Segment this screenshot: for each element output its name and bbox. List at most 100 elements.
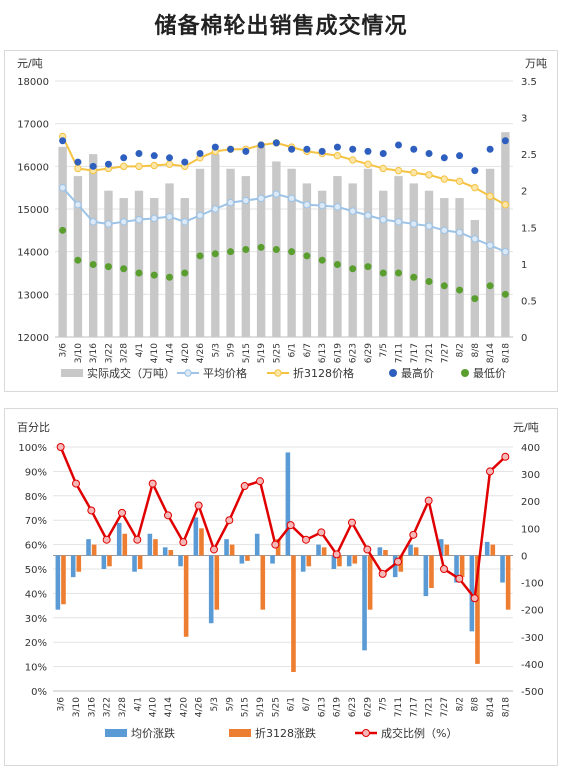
x-tick-label: 8/8 — [471, 343, 481, 358]
y-tick-label-left: 40% — [25, 589, 47, 600]
ratio-marker — [440, 565, 448, 573]
avg-change-bar — [377, 547, 383, 556]
change-ratio-chart: 百分比 元/吨 0% 10% 20% 30% 40% 50% 60% 70% 80% 90% 100… — [17, 421, 544, 740]
ratio-marker — [486, 467, 494, 476]
avg-price-marker — [410, 220, 418, 228]
y-axis-right-label: 万吨 — [525, 57, 547, 70]
grid — [53, 446, 513, 692]
y-tick-label-left: 14000 — [17, 248, 49, 259]
p3128-change-bar — [306, 555, 312, 567]
max-price-point — [135, 150, 143, 158]
avg-price-marker — [135, 215, 143, 224]
avg-change-bar — [70, 555, 76, 578]
min-price-point — [471, 295, 479, 303]
volume-bar — [424, 190, 434, 337]
avg-change-bar — [147, 533, 153, 556]
volume-bar — [409, 183, 418, 337]
avg-price-marker — [333, 203, 342, 211]
max-price-point — [59, 137, 67, 145]
y-tick-label-right: 200 — [521, 497, 540, 508]
ratio-marker — [240, 482, 249, 491]
x-tick-label: 3/28 — [120, 343, 130, 363]
p3128-change-bar — [229, 544, 235, 556]
min-price-point — [364, 263, 372, 271]
x-tick-label: 7/21 — [425, 697, 435, 717]
x-tick-label: 8/14 — [486, 697, 496, 717]
ratio-marker — [164, 511, 172, 520]
y-tick-label-right: 0 — [521, 551, 527, 562]
x-tick-label: 8/18 — [501, 343, 511, 363]
ratio-marker — [179, 538, 188, 547]
min-price-point — [395, 269, 402, 277]
y-tick-label-right: 0.5 — [521, 296, 537, 307]
avg-price-marker — [455, 228, 464, 237]
y-tick-label-left: 0% — [31, 687, 47, 698]
ratio-marker — [501, 452, 510, 461]
volume-bar — [485, 168, 495, 337]
y-axis-left-label: 百分比 — [17, 421, 50, 434]
ratio-marker — [317, 528, 326, 537]
max-price-point — [272, 139, 280, 147]
max-price-point — [333, 143, 341, 151]
avg-change-bar — [162, 547, 168, 556]
avg-price-marker — [501, 247, 510, 256]
x-tick-label: 7/5 — [379, 343, 389, 357]
max-price-point — [196, 150, 204, 158]
min-price-point — [303, 252, 311, 260]
p3128-change-bar — [337, 555, 342, 567]
min-price-point — [349, 265, 357, 273]
legend-label: 折3128价格 — [293, 366, 354, 380]
y-tick-label-right: 0 — [521, 333, 527, 344]
avg-price-marker — [471, 235, 479, 243]
avg-price-marker — [165, 212, 174, 221]
y-tick-label-right: 400 — [521, 443, 540, 454]
max-price-point — [379, 150, 387, 158]
max-price-point — [456, 152, 464, 160]
ratio-marker — [87, 506, 96, 515]
volume-bar — [363, 168, 373, 337]
legend-label: 最高价 — [401, 366, 434, 380]
y-tick-label-left: 80% — [25, 492, 47, 503]
x-tick-label: 3/22 — [104, 343, 114, 363]
volume-bar — [333, 176, 342, 337]
ratio-marker — [271, 540, 280, 549]
y-tick-label-left: 17000 — [17, 120, 49, 131]
legend-swatch — [229, 729, 251, 737]
p3128-change-bar — [214, 555, 220, 610]
p3128-change-bar — [490, 544, 496, 556]
x-tick-label: 5/3 — [211, 343, 221, 357]
y-tick-label-left: 12000 — [17, 333, 49, 344]
volume-bar — [394, 176, 403, 337]
max-price-point — [150, 152, 158, 160]
p3128-price-marker — [135, 162, 143, 171]
x-tick-label: 4/26 — [196, 343, 206, 363]
y-tick-label-left: 100% — [18, 443, 47, 454]
x-axis-ticks: 3/6 3/10 3/16 3/22 3/28 4/1 4/10 4/14 4/20 4/26 5/… — [59, 343, 512, 363]
p3128-change-bar — [183, 555, 189, 637]
avg-price-marker — [272, 190, 281, 198]
max-price-point — [364, 147, 372, 155]
y-tick-label-right: 300 — [521, 470, 540, 481]
page-title: 储备棉轮出销售成交情况 — [154, 14, 408, 39]
x-tick-label: 6/29 — [364, 343, 374, 363]
max-price-point — [440, 154, 448, 162]
volume-bar — [440, 198, 449, 337]
max-price-point — [349, 145, 357, 153]
p3128-price-marker — [120, 162, 128, 171]
volume-bar — [256, 146, 266, 337]
avg-change-bar — [362, 555, 367, 651]
p3128-price-line — [61, 136, 506, 206]
x-tick-label: 3/6 — [59, 343, 69, 358]
min-price-point — [104, 263, 112, 271]
x-tick-label: 5/19 — [257, 343, 267, 363]
legend-label: 平均价格 — [203, 366, 247, 380]
volume-bar — [180, 198, 189, 337]
x-tick-label: 6/1 — [287, 697, 297, 711]
y-tick-label-right: -100 — [521, 579, 544, 590]
avg-change-bar — [224, 539, 229, 556]
x-tick-label: 7/5 — [379, 697, 389, 711]
legend-swatch — [61, 369, 83, 377]
max-price-point — [288, 145, 296, 153]
volume-bar — [58, 146, 67, 337]
x-tick-label: 7/17 — [410, 343, 420, 363]
